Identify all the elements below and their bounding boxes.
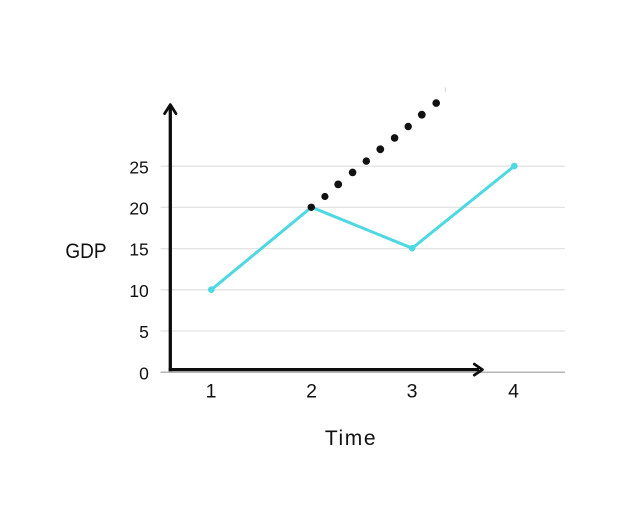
svg-text:4: 4	[508, 381, 519, 403]
svg-text:3: 3	[407, 381, 418, 403]
svg-text:0: 0	[139, 363, 149, 383]
svg-text:20: 20	[129, 199, 149, 219]
svg-text:5: 5	[139, 322, 149, 342]
svg-text:15: 15	[129, 240, 148, 260]
svg-text:GDP: GDP	[65, 240, 106, 263]
svg-text:1: 1	[206, 381, 217, 403]
svg-text:2: 2	[306, 381, 317, 403]
svg-text:10: 10	[129, 281, 149, 301]
svg-text:25: 25	[129, 157, 148, 177]
svg-text:Time: Time	[325, 427, 377, 450]
